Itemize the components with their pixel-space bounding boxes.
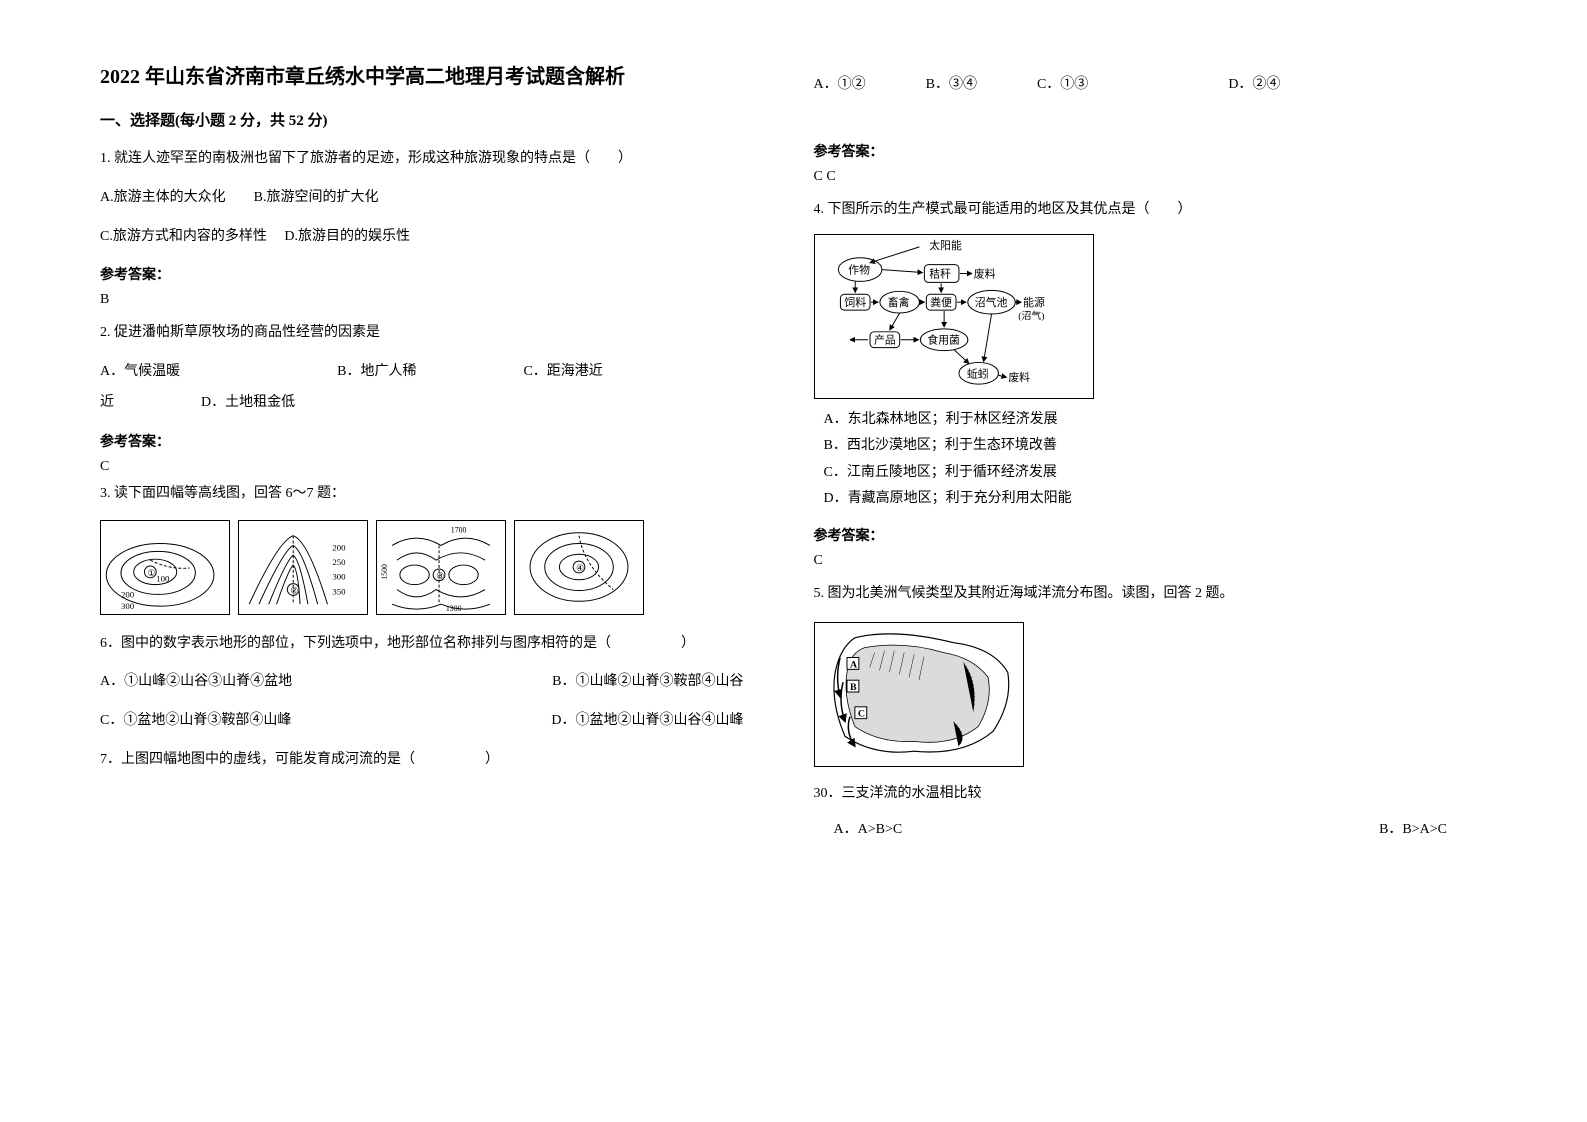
svg-text:秸秆: 秸秆	[929, 267, 951, 280]
q3-sub6: 6．图中的数字表示地形的部位，下列选项中，地形部位名称排列与图序相符的是（ ）	[100, 629, 774, 660]
q4-optC: C．江南丘陵地区；利于循环经济发展	[824, 460, 1488, 487]
q2-optC-cont: 近	[100, 395, 114, 410]
svg-text:食用菌: 食用菌	[927, 332, 960, 346]
q1-answer: B	[100, 292, 774, 308]
svg-text:1700: 1700	[451, 525, 467, 534]
q4-answer-label: 参考答案：	[814, 525, 1488, 545]
svg-text:废料: 废料	[973, 266, 995, 280]
svg-text:250: 250	[332, 557, 346, 567]
q3-sub6A: A．①山峰②山谷③山脊④盆地	[100, 667, 292, 698]
q1-optC: C.旅游方式和内容的多样性	[100, 229, 267, 244]
q3-7-optC: C．①③	[1037, 70, 1088, 101]
q3-answer-label: 参考答案：	[814, 141, 1488, 161]
production-diagram: 太阳能 作物 秸秆 废料 饲料 畜禽 粪便 沼气池	[814, 234, 1094, 399]
q3-stem: 3. 读下面四幅等高线图，回答 6～7 题：	[100, 479, 774, 510]
right-column: A．①② B．③④ C．①③ D．②④ 参考答案： C C 4. 下图所示的生产…	[794, 60, 1508, 1062]
svg-text:300: 300	[121, 601, 135, 611]
q2-optB: B．地广人稀	[337, 364, 416, 379]
svg-text:废料: 废料	[1008, 370, 1030, 384]
q4-optB: B．西北沙漠地区；利于生态环境改善	[824, 433, 1488, 460]
svg-text:350: 350	[332, 586, 346, 596]
q2-optC: C．距海港近	[523, 364, 602, 379]
q5-sub30A: A．A>B>C	[834, 818, 903, 838]
contour-fig-3: ③ 1700 1500 1300	[376, 520, 506, 615]
section-header: 一、选择题(每小题 2 分，共 52 分)	[100, 109, 774, 130]
q4-answer: C	[814, 553, 1488, 569]
contour-fig-2: ② 200 250 300 350	[238, 520, 368, 615]
q5-sub30B: B．B>A>C	[1379, 818, 1447, 838]
q4-stem: 4. 下图所示的生产模式最可能适用的地区及其优点是（ ）	[814, 195, 1488, 226]
q3-7-optA: A．①②	[814, 70, 866, 101]
north-america-map: A B C	[814, 622, 1024, 767]
q2-options: A．气候温暖 B．地广人稀 C．距海港近 近 D．土地租金低	[100, 357, 774, 419]
svg-text:能源: 能源	[1023, 295, 1045, 309]
svg-text:沼气池: 沼气池	[974, 295, 1007, 309]
q3-7-optB: B．③④	[926, 70, 977, 101]
svg-text:太阳能: 太阳能	[929, 237, 962, 251]
q2-answer-label: 参考答案：	[100, 431, 774, 451]
q4-optA: A．东北森林地区；利于林区经济发展	[824, 407, 1488, 434]
svg-text:畜禽: 畜禽	[887, 295, 909, 309]
svg-text:A: A	[849, 659, 857, 670]
page-title: 2022 年山东省济南市章丘绣水中学高二地理月考试题含解析	[100, 60, 774, 89]
svg-text:①: ①	[147, 567, 155, 577]
q1-optD: D.旅游目的的娱乐性	[284, 229, 410, 244]
svg-text:1300: 1300	[446, 604, 462, 613]
svg-text:④: ④	[576, 563, 584, 573]
q3-answer: C C	[814, 169, 1488, 185]
q1-optA: A.旅游主体的大众化	[100, 190, 226, 205]
svg-text:1500: 1500	[380, 564, 389, 580]
q1-stem: 1. 就连人迹罕至的南极洲也留下了旅游者的足迹，形成这种旅游现象的特点是（ ）	[100, 144, 774, 175]
q1-optB: B.旅游空间的扩大化	[254, 190, 379, 205]
q3-sub6-opts2: C．①盆地②山脊③鞍部④山峰 D．①盆地②山脊③山谷④山峰	[100, 706, 774, 737]
svg-text:粪便: 粪便	[930, 295, 952, 309]
svg-text:300: 300	[332, 571, 346, 581]
svg-text:②: ②	[290, 585, 298, 595]
q3-sub6C: C．①盆地②山脊③鞍部④山峰	[100, 706, 291, 737]
svg-text:C: C	[857, 708, 864, 719]
q3-sub7: 7．上图四幅地图中的虚线，可能发育成河流的是（ ）	[100, 745, 774, 776]
q1-answer-label: 参考答案：	[100, 264, 774, 284]
q3-7-optD: D．②④	[1228, 70, 1280, 101]
q2-optD: D．土地租金低	[201, 395, 295, 410]
svg-text:(沼气): (沼气)	[1018, 309, 1044, 322]
contour-figures: ① 100 200 300 ② 200 250 300 350	[100, 520, 774, 615]
q5-stem: 5. 图为北美洲气候类型及其附近海域洋流分布图。读图，回答 2 题。	[814, 579, 1488, 610]
svg-text:③: ③	[436, 570, 444, 580]
svg-text:产品: 产品	[873, 332, 895, 346]
q2-stem: 2. 促进潘帕斯草原牧场的商品性经营的因素是	[100, 318, 774, 349]
svg-text:200: 200	[332, 542, 346, 552]
q2-optA: A．气候温暖	[100, 364, 180, 379]
q1-options2: C.旅游方式和内容的多样性 D.旅游目的的娱乐性	[100, 222, 774, 253]
q1-options: A.旅游主体的大众化 B.旅游空间的扩大化	[100, 183, 774, 214]
q3-sub6-opts1: A．①山峰②山谷③山脊④盆地 B．①山峰②山脊③鞍部④山谷	[100, 667, 774, 698]
q5-sub30: 30．三支洋流的水温相比较	[814, 779, 1488, 810]
left-column: 2022 年山东省济南市章丘绣水中学高二地理月考试题含解析 一、选择题(每小题 …	[80, 60, 794, 1062]
contour-fig-4: ④	[514, 520, 644, 615]
q3-sub6D: D．①盆地②山脊③山谷④山峰	[551, 706, 743, 737]
svg-text:B: B	[849, 682, 856, 693]
q2-answer: C	[100, 459, 774, 475]
svg-text:饲料: 饲料	[844, 295, 866, 309]
svg-text:蚯蚓: 蚯蚓	[966, 366, 988, 380]
q4-optD: D．青藏高原地区；利于充分利用太阳能	[824, 486, 1488, 513]
svg-text:100: 100	[156, 573, 170, 583]
svg-text:200: 200	[121, 589, 135, 599]
q5-sub30-opts: A．A>B>C B．B>A>C	[814, 818, 1488, 838]
q3-sub7-opts: A．①② B．③④ C．①③ D．②④	[814, 70, 1488, 101]
contour-fig-1: ① 100 200 300	[100, 520, 230, 615]
q3-sub6B: B．①山峰②山脊③鞍部④山谷	[552, 667, 743, 698]
svg-text:作物: 作物	[848, 262, 870, 276]
